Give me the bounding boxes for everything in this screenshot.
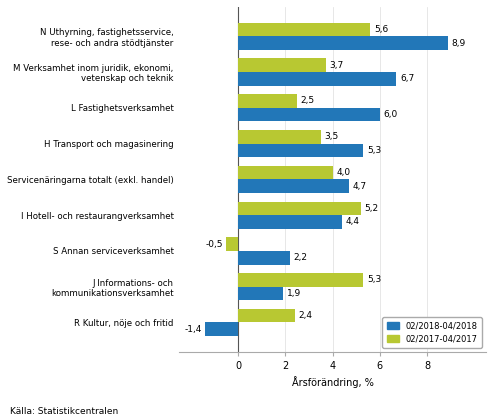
Bar	[238, 201, 361, 215]
Text: 3,5: 3,5	[324, 132, 339, 141]
Legend: 02/2018-04/2018, 02/2017-04/2017: 02/2018-04/2018, 02/2017-04/2017	[383, 317, 482, 348]
Bar	[205, 322, 238, 336]
Text: 2,2: 2,2	[294, 253, 308, 262]
Text: 4,0: 4,0	[336, 168, 351, 177]
Bar	[226, 237, 238, 251]
Bar	[238, 22, 370, 36]
Text: 3,7: 3,7	[329, 61, 343, 70]
Bar	[238, 287, 283, 300]
Bar	[238, 130, 321, 144]
Text: 5,2: 5,2	[364, 204, 379, 213]
Bar	[238, 166, 333, 179]
Text: 6,0: 6,0	[384, 110, 398, 119]
Text: -1,4: -1,4	[184, 325, 202, 334]
Text: 5,3: 5,3	[367, 275, 381, 285]
Text: 4,7: 4,7	[352, 182, 367, 191]
Text: 2,5: 2,5	[301, 97, 315, 106]
Bar	[238, 179, 349, 193]
Bar	[238, 58, 325, 72]
Text: -0,5: -0,5	[206, 240, 223, 249]
Text: 6,7: 6,7	[400, 74, 414, 83]
Text: 1,9: 1,9	[286, 289, 301, 298]
Bar	[238, 215, 342, 229]
Bar	[238, 144, 363, 157]
Bar	[238, 94, 297, 108]
Bar	[238, 108, 380, 121]
X-axis label: Årsförändring, %: Årsförändring, %	[292, 376, 374, 388]
Text: 5,6: 5,6	[374, 25, 388, 34]
Bar	[238, 72, 396, 86]
Text: Källa: Statistikcentralen: Källa: Statistikcentralen	[10, 407, 118, 416]
Text: 4,4: 4,4	[346, 218, 359, 226]
Text: 8,9: 8,9	[452, 39, 466, 47]
Bar	[238, 251, 290, 265]
Bar	[238, 309, 295, 322]
Bar	[238, 273, 363, 287]
Text: 2,4: 2,4	[298, 311, 313, 320]
Text: 5,3: 5,3	[367, 146, 381, 155]
Bar	[238, 36, 448, 50]
